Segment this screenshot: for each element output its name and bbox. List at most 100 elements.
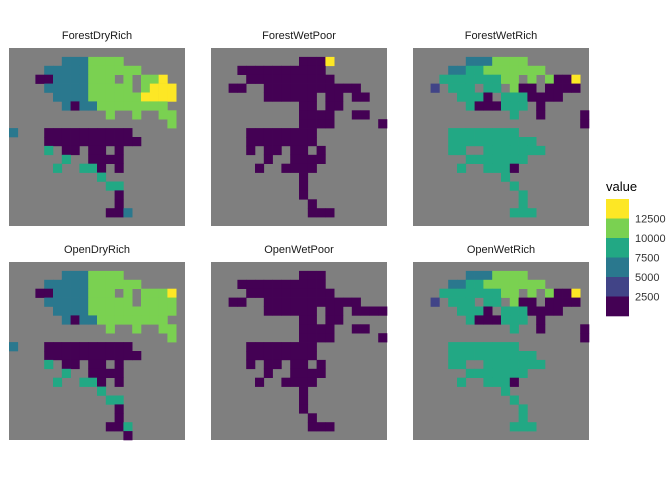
heatmap-cell bbox=[255, 74, 265, 84]
heatmap-cell bbox=[334, 306, 344, 316]
heatmap-cell bbox=[141, 297, 151, 307]
heatmap-cell bbox=[492, 377, 502, 387]
heatmap-cell bbox=[509, 359, 519, 370]
heatmap-cell bbox=[580, 119, 590, 129]
heatmap-cell bbox=[483, 92, 493, 102]
heatmap-cell bbox=[246, 145, 256, 156]
heatmap-cell bbox=[132, 279, 142, 289]
heatmap-cell bbox=[149, 92, 159, 102]
heatmap-cell bbox=[79, 83, 89, 93]
heatmap-cell bbox=[123, 128, 133, 138]
heatmap-cell bbox=[114, 181, 124, 191]
heatmap-cell bbox=[114, 163, 124, 173]
heatmap-cell bbox=[53, 342, 63, 352]
heatmap-cell bbox=[123, 297, 133, 307]
heatmap-cell bbox=[316, 56, 326, 67]
heatmap-cell bbox=[536, 359, 546, 370]
heatmap-cell bbox=[307, 137, 317, 147]
heatmap-cell bbox=[97, 377, 107, 387]
heatmap-cell bbox=[114, 422, 124, 432]
heatmap-cell bbox=[97, 172, 107, 182]
heatmap-cell bbox=[97, 270, 107, 281]
heatmap-cell bbox=[97, 297, 107, 307]
heatmap-cell bbox=[88, 83, 98, 93]
heatmap-cell bbox=[307, 315, 317, 325]
heatmap-cell bbox=[263, 137, 273, 147]
heatmap-cell bbox=[61, 279, 71, 289]
heatmap-cell bbox=[105, 181, 115, 191]
heatmap-cell bbox=[483, 270, 493, 281]
heatmap-cell bbox=[272, 351, 282, 361]
heatmap-cell bbox=[545, 297, 555, 307]
heatmap-cell bbox=[132, 101, 142, 111]
heatmap-cell bbox=[290, 368, 300, 378]
heatmap-cell bbox=[79, 65, 89, 75]
heatmap-cell bbox=[457, 145, 467, 156]
heatmap-cell bbox=[501, 359, 511, 370]
heatmap-cell bbox=[70, 279, 80, 289]
heatmap-cell bbox=[97, 315, 107, 325]
heatmap-cell bbox=[141, 288, 151, 298]
heatmap-cell bbox=[299, 288, 309, 298]
heatmap-cell bbox=[299, 137, 309, 147]
heatmap-cell bbox=[149, 74, 159, 84]
heatmap-cell bbox=[114, 190, 124, 200]
heatmap-cell bbox=[123, 83, 133, 93]
heatmap-cell bbox=[132, 137, 142, 147]
heatmap-cell bbox=[457, 297, 467, 307]
heatmap-cell bbox=[290, 145, 300, 156]
heatmap-cell bbox=[457, 359, 467, 370]
heatmap-cell bbox=[290, 65, 300, 75]
heatmap-cell bbox=[123, 342, 133, 352]
heatmap-cell bbox=[492, 65, 502, 75]
heatmap-cell bbox=[325, 422, 335, 432]
legend-key bbox=[606, 296, 629, 317]
heatmap-cell bbox=[272, 74, 282, 84]
heatmap-cell bbox=[281, 342, 291, 352]
heatmap-cell bbox=[307, 422, 317, 432]
heatmap-cell bbox=[474, 92, 484, 102]
heatmap-cell bbox=[553, 288, 563, 298]
heatmap-cell bbox=[53, 74, 63, 84]
heatmap-cell bbox=[518, 56, 528, 67]
heatmap-cell bbox=[97, 56, 107, 67]
heatmap-cell bbox=[114, 154, 124, 164]
heatmap-cell bbox=[255, 351, 265, 361]
heatmap-cell bbox=[501, 279, 511, 289]
heatmap-cell bbox=[97, 65, 107, 75]
heatmap-cell bbox=[518, 83, 528, 93]
heatmap-cell bbox=[53, 137, 63, 147]
heatmap-cell bbox=[307, 110, 317, 120]
heatmap-cell bbox=[483, 342, 493, 352]
heatmap-cell bbox=[263, 154, 273, 164]
heatmap-cell bbox=[88, 288, 98, 298]
heatmap-cell bbox=[518, 101, 528, 111]
heatmap-cell bbox=[246, 288, 256, 298]
legend-key bbox=[606, 218, 629, 239]
heatmap-cell bbox=[509, 422, 519, 432]
heatmap-cell bbox=[334, 101, 344, 111]
heatmap-cell bbox=[88, 270, 98, 281]
heatmap-cell bbox=[474, 65, 484, 75]
heatmap-cell bbox=[316, 74, 326, 84]
heatmap-cell bbox=[457, 74, 467, 84]
heatmap-cell bbox=[132, 110, 142, 120]
heatmap-cell bbox=[325, 315, 335, 325]
heatmap-cell bbox=[290, 92, 300, 102]
legend-label: 5000 bbox=[635, 272, 659, 284]
heatmap-cell bbox=[114, 377, 124, 387]
heatmap-cell bbox=[149, 297, 159, 307]
heatmap-cell bbox=[553, 83, 563, 93]
heatmap-cell bbox=[492, 154, 502, 164]
heatmap-cell bbox=[228, 83, 238, 93]
heatmap-cell bbox=[97, 342, 107, 352]
heatmap-cell bbox=[123, 279, 133, 289]
heatmap-cell bbox=[457, 83, 467, 93]
heatmap-cell bbox=[307, 413, 317, 423]
heatmap-cell bbox=[518, 279, 528, 289]
heatmap-cell bbox=[501, 137, 511, 147]
heatmap-cell bbox=[290, 74, 300, 84]
heatmap-cell bbox=[88, 368, 98, 378]
heatmap-cell bbox=[307, 270, 317, 281]
heatmap-cell bbox=[158, 101, 168, 111]
